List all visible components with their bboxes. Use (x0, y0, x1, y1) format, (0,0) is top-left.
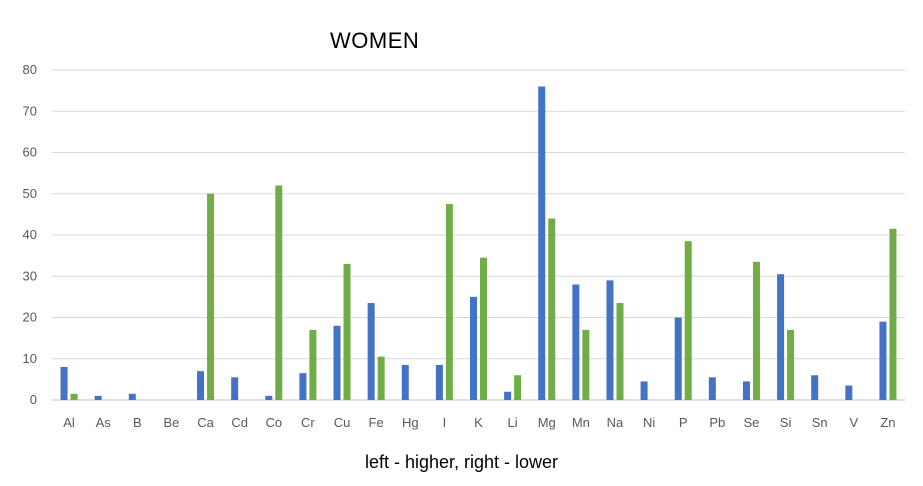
y-tick-label: 40 (23, 227, 37, 242)
x-tick-label: Mg (538, 415, 556, 430)
bar (70, 393, 78, 400)
x-tick-label: Co (265, 415, 282, 430)
bar (742, 381, 750, 400)
y-tick-label: 80 (23, 62, 37, 77)
x-tick-label: Be (163, 415, 179, 430)
y-tick-label: 60 (23, 145, 37, 160)
bar (299, 373, 307, 400)
bar (640, 381, 648, 400)
x-tick-label: Se (744, 415, 760, 430)
y-tick-label: 50 (23, 186, 37, 201)
x-tick-label: Fe (369, 415, 384, 430)
x-tick-label: Ni (643, 415, 655, 430)
bar (367, 303, 375, 400)
x-tick-label: Hg (402, 415, 419, 430)
bar (309, 329, 317, 400)
x-tick-label: P (679, 415, 688, 430)
bar (674, 317, 682, 400)
bar (504, 391, 512, 400)
y-tick-label: 10 (23, 351, 37, 366)
x-tick-label: Si (780, 415, 792, 430)
bar (708, 377, 716, 400)
bar (845, 385, 853, 400)
x-tick-label: Cu (334, 415, 351, 430)
bar (435, 364, 443, 400)
x-tick-label: Na (607, 415, 624, 430)
bar (538, 86, 546, 400)
bar (401, 364, 409, 400)
x-tick-label: I (443, 415, 447, 430)
bar (265, 395, 273, 400)
bar (333, 325, 341, 400)
chart-title: WOMEN (330, 28, 420, 53)
x-tick-label: V (849, 415, 858, 430)
x-tick-label: Mn (572, 415, 590, 430)
bar (889, 228, 897, 400)
x-tick-label: As (96, 415, 112, 430)
bar (548, 218, 556, 400)
bar (572, 284, 580, 400)
bar (787, 329, 795, 400)
bar (514, 375, 522, 400)
bar (879, 321, 887, 400)
x-tick-label: K (474, 415, 483, 430)
x-tick-label: B (133, 415, 142, 430)
x-tick-label: Sn (812, 415, 828, 430)
x-tick-label: Pb (709, 415, 725, 430)
bar (777, 274, 785, 400)
bar (231, 377, 239, 400)
bar (128, 393, 136, 400)
bar (470, 296, 477, 400)
x-tick-label: Cr (301, 415, 315, 430)
bar (343, 263, 351, 400)
bar (445, 204, 453, 400)
bar (606, 280, 614, 400)
y-tick-label: 20 (23, 310, 37, 325)
x-tick-label: Al (63, 415, 75, 430)
y-tick-label: 0 (30, 392, 37, 407)
bar (94, 395, 102, 400)
bar (275, 185, 283, 400)
bar (377, 356, 385, 400)
x-tick-label: Li (508, 415, 518, 430)
bar (197, 371, 205, 400)
bar (752, 261, 760, 400)
x-axis-title: left - higher, right - lower (364, 452, 559, 472)
bar (582, 329, 590, 400)
bar (811, 375, 819, 400)
bar (207, 193, 215, 400)
bar (480, 257, 487, 400)
bar (60, 367, 68, 400)
x-tick-label: Ca (197, 415, 214, 430)
y-tick-label: 70 (23, 103, 37, 118)
x-tick-label: Zn (880, 415, 895, 430)
y-tick-label: 30 (23, 268, 37, 283)
x-tick-label: Cd (231, 415, 248, 430)
bar (616, 303, 624, 400)
bar (684, 241, 692, 400)
